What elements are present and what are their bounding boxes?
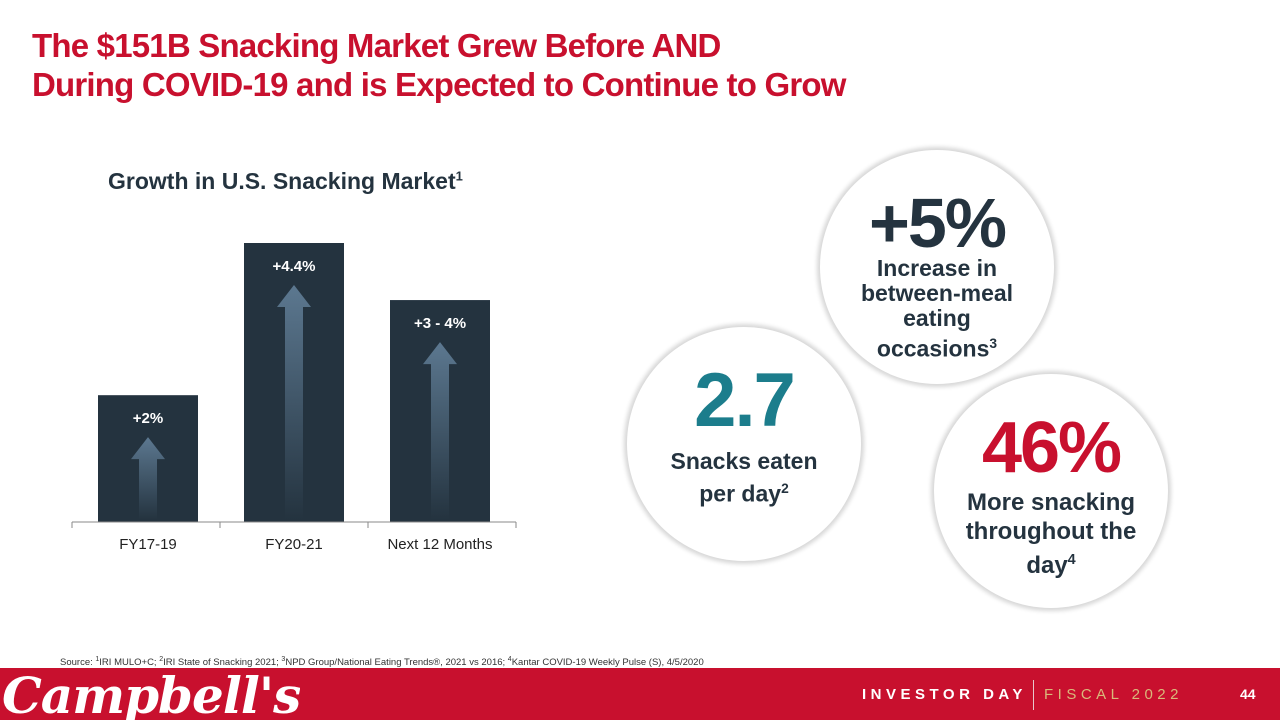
chart-title: Growth in U.S. Snacking Market1 — [108, 168, 463, 195]
stat-description: More snacking throughout the day4 — [934, 488, 1168, 580]
footer-event: INVESTOR DAY — [862, 686, 1027, 703]
stat-description-text: More snacking throughout the day — [965, 489, 1137, 579]
growth-arrow-icon — [131, 437, 165, 520]
growth-arrow-icon — [277, 285, 311, 520]
slide-title: The $151B Snacking Market Grew Before AN… — [32, 26, 846, 104]
x-tick-label: Next 12 Months — [387, 536, 492, 553]
source-ref-number: 1 — [95, 656, 100, 663]
chart-title-text: Growth in U.S. Snacking Market — [108, 168, 456, 194]
chart-title-footnote: 1 — [455, 168, 463, 184]
data-label: +3 - 4% — [414, 315, 466, 332]
footer-divider — [1033, 680, 1034, 710]
stat-description: Snacks eaten per day2 — [627, 447, 861, 508]
source-ref-number: 2 — [159, 656, 164, 663]
data-label: +4.4% — [273, 258, 316, 275]
page-number: 44 — [1240, 686, 1256, 702]
stat-footnote: 3 — [989, 336, 998, 351]
stat-footnote: 4 — [1067, 552, 1076, 568]
source-ref-number: 4 — [507, 656, 512, 663]
x-tick-label: FY17-19 — [119, 536, 177, 553]
footer-fiscal-year: FISCAL 2022 — [1044, 686, 1183, 703]
stat-description-text: Increase in between-meal eating occasion… — [860, 255, 1014, 362]
stat-value: 2.7 — [694, 358, 796, 443]
stat-footnote: 2 — [781, 481, 789, 496]
source-prefix: Source: — [60, 657, 96, 669]
stat-circle-snacks-per-day: 2.7 Snacks eaten per day2 — [627, 327, 861, 561]
source-ref-number: 3 — [281, 656, 286, 663]
footer-bar — [0, 668, 1280, 720]
stat-description-text: Snacks eaten per day — [670, 448, 818, 507]
source-ref-text: Kantar COVID-19 Weekly Pulse (S), 4/5/20… — [511, 657, 704, 669]
source-ref-text: IRI State of Snacking 2021; — [163, 657, 282, 669]
data-label: +2% — [133, 410, 163, 427]
stat-circle-more-snacking: 46% More snacking throughout the day4 — [934, 374, 1168, 608]
x-tick-label: FY20-21 — [265, 536, 323, 553]
slide-title-line-1: The $151B Snacking Market Grew Before AN… — [32, 27, 721, 64]
campbells-logo: Campbell's — [2, 668, 301, 720]
source-ref-text: IRI MULO+C; — [99, 657, 160, 669]
chart-marks: +2% FY17-19 +4.4% FY20-21 +3 - 4% Next 12 Mon… — [71, 243, 517, 553]
stat-value: 46% — [981, 408, 1122, 488]
stat-value: +5% — [868, 184, 1007, 262]
slide-title-line-2: During COVID-19 and is Expected to Conti… — [32, 66, 846, 103]
source-footnote: Source: 1IRI MULO+C; 2IRI State of Snack… — [60, 656, 704, 668]
stat-circle-between-meal: +5% Increase in between-meal eating occa… — [820, 150, 1054, 384]
bar-chart: +2% FY17-19 +4.4% FY20-21 +3 - 4% Next 12 Mon… — [71, 243, 517, 553]
source-ref-text: NPD Group/National Eating Trends®, 2021 … — [285, 657, 508, 669]
growth-arrow-icon — [423, 342, 457, 520]
stat-description: Increase in between-meal eating occasion… — [820, 256, 1054, 362]
